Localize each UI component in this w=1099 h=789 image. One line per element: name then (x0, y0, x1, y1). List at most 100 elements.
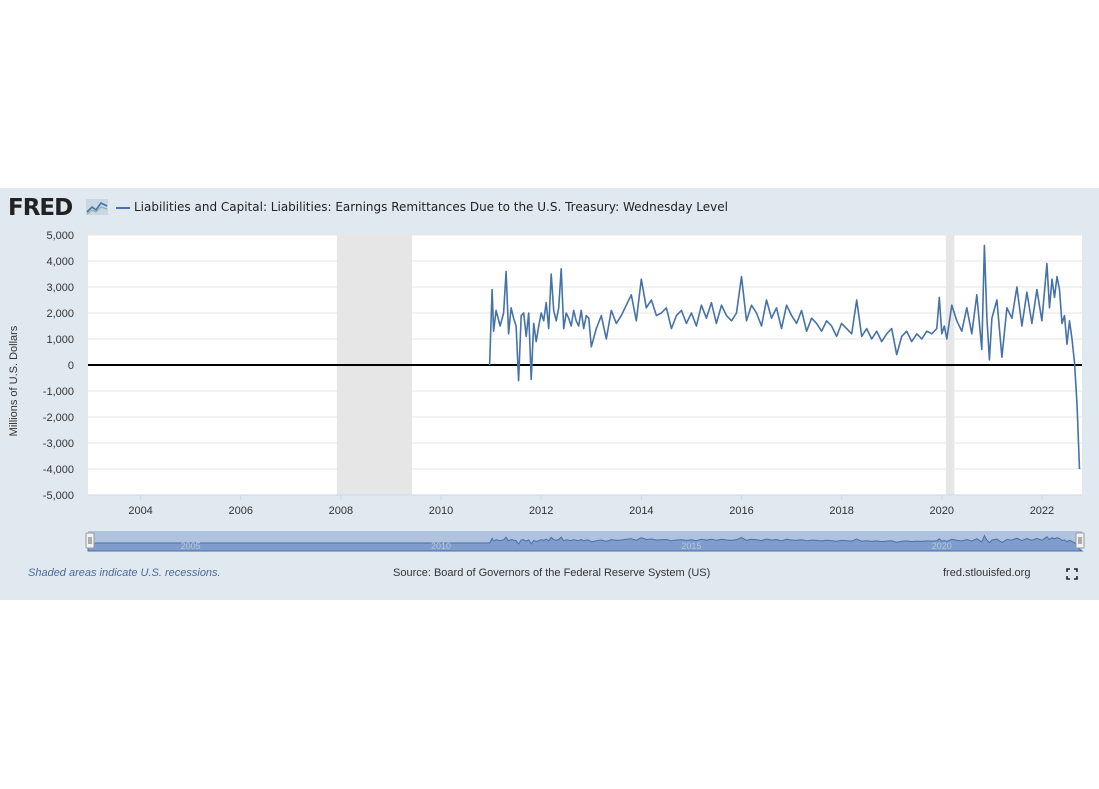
source-text: Source: Board of Governors of the Federa… (393, 567, 711, 579)
chart-svg: 5,000 4,000 3,000 2,000 1,000 0 -1,000 -2,000 -3… (43, 230, 1085, 552)
data-point (1058, 288, 1060, 290)
data-point (705, 317, 707, 319)
data-point (1053, 296, 1055, 298)
data-point (971, 333, 973, 335)
data-point (790, 314, 792, 316)
data-point (715, 322, 717, 324)
data-point (558, 307, 560, 309)
data-point (835, 335, 837, 337)
x-tick-label: 2016 (729, 505, 753, 517)
data-point (946, 338, 948, 340)
data-point (951, 304, 953, 306)
data-point (820, 330, 822, 332)
data-point (760, 325, 762, 327)
data-point (502, 312, 504, 314)
y-tick-label: -4,000 (43, 464, 74, 476)
data-point (695, 325, 697, 327)
y-tick-label: 5,000 (46, 230, 74, 242)
recession-note: Shaded areas indicate U.S. recessions. (28, 567, 221, 579)
data-point (865, 327, 867, 329)
data-point (916, 333, 918, 335)
expand-icon[interactable] (1066, 568, 1078, 580)
data-point (750, 304, 752, 306)
data-point (986, 317, 988, 319)
navigator-label: 2005 (181, 541, 201, 551)
data-point (1071, 338, 1073, 340)
data-point (610, 309, 612, 311)
fred-url-link[interactable]: fred.stlouisfed.org (943, 567, 1031, 579)
data-point (1073, 361, 1075, 363)
navigator-handle[interactable] (85, 532, 95, 549)
data-point (1021, 325, 1023, 327)
data-point (901, 335, 903, 337)
data-point (795, 322, 797, 324)
data-point (522, 312, 524, 314)
data-point (896, 353, 898, 355)
data-point (517, 379, 519, 381)
data-point (488, 364, 490, 366)
data-point (810, 317, 812, 319)
data-point (630, 294, 632, 296)
data-point (635, 320, 637, 322)
data-point (1011, 317, 1013, 319)
data-point (1016, 286, 1018, 288)
x-tick-label: 2004 (128, 505, 152, 517)
data-point (926, 330, 928, 332)
data-point (505, 270, 507, 272)
data-point (1066, 343, 1068, 345)
data-point (1078, 468, 1080, 470)
data-point (870, 338, 872, 340)
data-point (1061, 322, 1063, 324)
x-tick-label: 2014 (629, 505, 653, 517)
data-point (943, 325, 945, 327)
data-point (520, 314, 522, 316)
data-point (665, 307, 667, 309)
y-axis-label-wrap: Millions of U.S. Dollars (4, 313, 24, 453)
x-tick-label: 2008 (329, 505, 353, 517)
data-point (1006, 307, 1008, 309)
navigator-label: 2010 (431, 541, 451, 551)
line-graph-icon (86, 199, 108, 215)
data-point (568, 317, 570, 319)
data-point (938, 296, 940, 298)
data-point (615, 322, 617, 324)
data-point (499, 325, 501, 327)
data-point (575, 320, 577, 322)
data-point (765, 299, 767, 301)
data-point (840, 322, 842, 324)
data-point (563, 327, 565, 329)
data-point (650, 299, 652, 301)
navigator-handle[interactable] (1075, 532, 1085, 549)
fred-logo[interactable]: FRED (8, 195, 73, 221)
data-point (770, 317, 772, 319)
data-point (655, 314, 657, 316)
x-tick-label: 2012 (529, 505, 553, 517)
data-point (1068, 320, 1070, 322)
data-point (507, 333, 509, 335)
data-point (1041, 320, 1043, 322)
data-point (510, 307, 512, 309)
data-point (1063, 314, 1065, 316)
data-point (850, 333, 852, 335)
data-point (1056, 275, 1058, 277)
data-point (660, 312, 662, 314)
x-tick-label: 2022 (1030, 505, 1054, 517)
navigator-label: 2020 (932, 541, 952, 551)
data-point (1051, 278, 1053, 280)
data-point (996, 299, 998, 301)
y-tick-label: -1,000 (43, 386, 74, 398)
y-tick-label: 2,000 (46, 308, 74, 320)
y-axis-label: Millions of U.S. Dollars (8, 325, 20, 437)
data-point (936, 327, 938, 329)
data-point (588, 317, 590, 319)
data-point (700, 304, 702, 306)
data-point (527, 312, 529, 314)
data-point (976, 294, 978, 296)
data-point (690, 312, 692, 314)
y-tick-label: 3,000 (46, 282, 74, 294)
data-point (775, 307, 777, 309)
data-point (532, 322, 534, 324)
data-point (800, 309, 802, 311)
data-point (585, 314, 587, 316)
data-point (640, 278, 642, 280)
